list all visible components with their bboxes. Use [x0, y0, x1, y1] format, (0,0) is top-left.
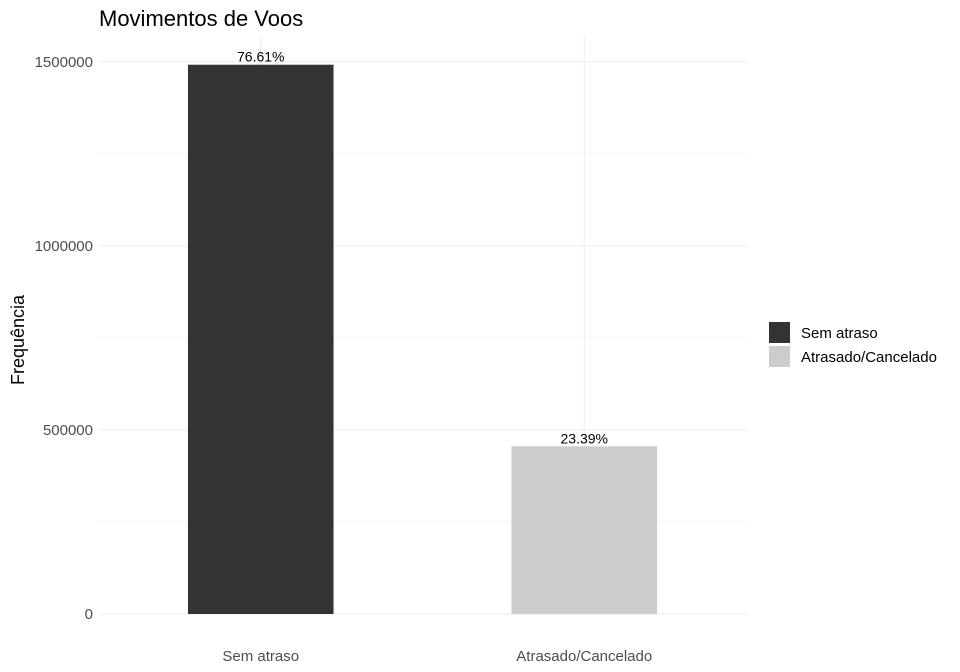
legend-swatch: [769, 322, 790, 343]
legend: Sem atraso Atrasado/Cancelado: [769, 322, 937, 367]
y-axis-title: Frequência: [8, 294, 28, 385]
legend-label: Atrasado/Cancelado: [801, 349, 937, 366]
y-tick-label: 500000: [43, 422, 93, 439]
bar-atrasado-cancelado: [511, 446, 658, 614]
x-axis-ticks: Sem atraso Atrasado/Cancelado: [222, 648, 652, 665]
x-tick-label: Atrasado/Cancelado: [516, 648, 652, 665]
bar-data-label: 23.39%: [561, 430, 608, 446]
y-tick-label: 1000000: [35, 238, 93, 255]
bar-data-label: 76.61%: [237, 49, 284, 65]
y-axis-ticks: 0 500000 1000000 1500000: [35, 54, 93, 623]
y-tick-label: 1500000: [35, 54, 93, 71]
bar-sem-atraso: [187, 64, 334, 614]
chart-title: Movimentos de Voos: [99, 6, 303, 31]
legend-label: Sem atraso: [801, 325, 878, 342]
y-tick-label: 0: [85, 606, 93, 623]
legend-swatch: [769, 346, 790, 367]
bars: 76.61% 23.39%: [187, 49, 658, 614]
x-tick-label: Sem atraso: [222, 648, 299, 665]
